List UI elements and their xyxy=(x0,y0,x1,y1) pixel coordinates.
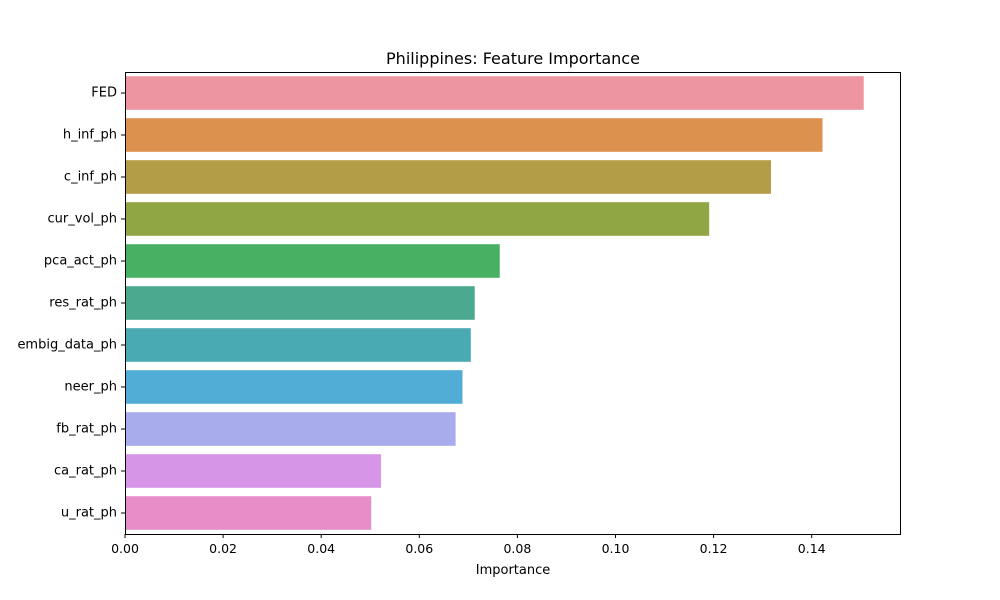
y-tick-label: fb_rat_ph xyxy=(56,422,117,437)
bar-h-inf-ph xyxy=(125,118,823,152)
x-tick-label: 0.14 xyxy=(798,541,826,556)
y-tick-label: h_inf_ph xyxy=(63,128,117,143)
bar-neer-ph xyxy=(125,370,463,404)
y-tick-label: res_rat_ph xyxy=(49,296,117,311)
chart-title: Philippines: Feature Importance xyxy=(386,49,640,68)
x-tick-label: 0.10 xyxy=(602,541,630,556)
bar-pca-act-ph xyxy=(125,244,500,278)
bar-c-inf-ph xyxy=(125,160,771,194)
x-tick-label: 0.12 xyxy=(700,541,728,556)
plot-frame xyxy=(125,72,901,535)
y-tick-label: u_rat_ph xyxy=(61,506,117,521)
y-tick-label: pca_act_ph xyxy=(44,254,117,269)
x-tick-label: 0.04 xyxy=(307,541,335,556)
bar-fed xyxy=(125,76,864,110)
bar-ca-rat-ph xyxy=(125,454,382,488)
bar-embig-data-ph xyxy=(125,328,471,362)
y-tick-label: ca_rat_ph xyxy=(54,464,117,479)
bar-cur-vol-ph xyxy=(125,202,710,236)
y-tick-label: embig_data_ph xyxy=(17,338,117,353)
bar-u-rat-ph xyxy=(125,496,372,530)
bar-fb-rat-ph xyxy=(125,412,456,446)
x-tick-label: 0.08 xyxy=(503,541,531,556)
y-tick-labels: FED h_inf_ph c_inf_ph cur_vol_ph pca_act_phr… xyxy=(17,86,125,521)
x-axis-label: Importance xyxy=(476,563,551,578)
y-tick-label: FED xyxy=(91,86,117,101)
y-tick-label: neer_ph xyxy=(64,380,117,395)
bars-layer xyxy=(125,76,864,530)
y-tick-label: c_inf_ph xyxy=(64,170,117,185)
y-tick-label: cur_vol_ph xyxy=(48,212,117,227)
bar-res-rat-ph xyxy=(125,286,475,320)
x-tick-label: 0.02 xyxy=(209,541,237,556)
x-tick-label: 0.00 xyxy=(111,541,139,556)
x-axis-ticks: 0.00 0.02 0.04 0.06 0.08 0.10 0.12 0.14 xyxy=(111,534,826,556)
x-tick-label: 0.06 xyxy=(405,541,433,556)
